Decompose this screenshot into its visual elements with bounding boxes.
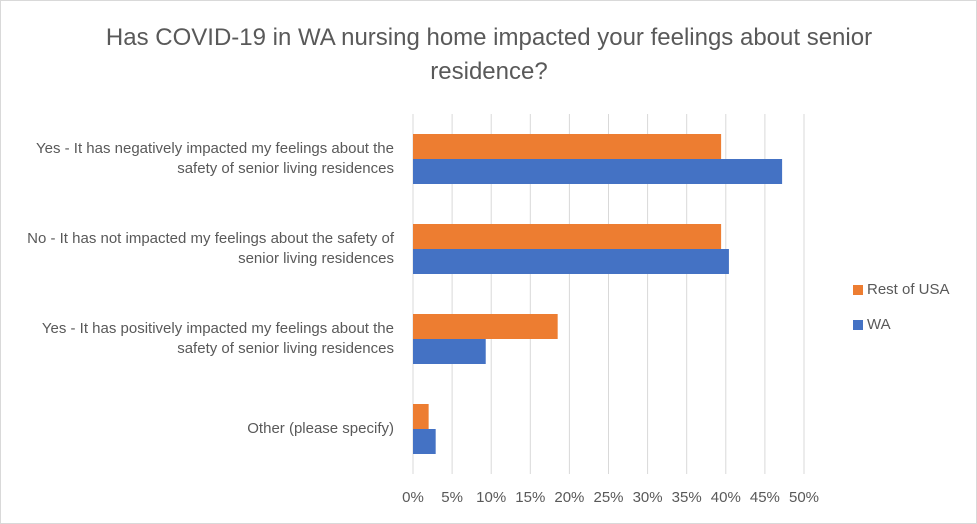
y-tick-label: Other (please specify) — [247, 420, 394, 437]
legend-label: Rest of USA — [867, 281, 950, 298]
bar — [413, 249, 729, 274]
bar — [413, 314, 558, 339]
x-tick-label: 0% — [402, 489, 424, 506]
x-tick-label: 15% — [515, 489, 545, 506]
legend-swatch — [853, 320, 863, 330]
x-tick-label: 45% — [750, 489, 780, 506]
legend-swatch — [853, 285, 863, 295]
x-tick-label: 5% — [441, 489, 463, 506]
bar — [413, 339, 486, 364]
y-tick-label: Yes - It has negatively impacted my feel… — [36, 140, 394, 177]
x-tick-label: 40% — [711, 489, 741, 506]
x-tick-label: 30% — [633, 489, 663, 506]
x-tick-label: 25% — [593, 489, 623, 506]
x-tick-label: 35% — [672, 489, 702, 506]
x-tick-label: 10% — [476, 489, 506, 506]
x-tick-label: 50% — [789, 489, 819, 506]
x-tick-label: 20% — [554, 489, 584, 506]
bar — [413, 404, 429, 429]
bar — [413, 134, 722, 159]
bar — [413, 429, 436, 454]
bar — [413, 159, 783, 184]
bar — [413, 224, 722, 249]
y-tick-label: Yes - It has positively impacted my feel… — [41, 320, 394, 357]
legend-label: WA — [867, 316, 891, 333]
chart-title: Has COVID-19 in WA nursing home impacted… — [105, 24, 873, 85]
y-tick-label: No - It has not impacted my feelings abo… — [27, 230, 394, 267]
